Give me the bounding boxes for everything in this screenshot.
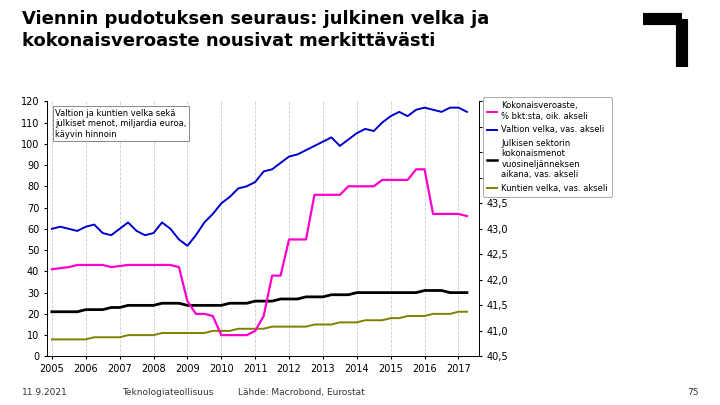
Text: Viennin pudotuksen seuraus: julkinen velka ja
kokonaisveroaste nousivat merkittä: Viennin pudotuksen seuraus: julkinen vel…: [22, 10, 489, 50]
Legend: Kokonaisveroaste,
% bkt:sta, oik. akseli, Valtion velka, vas. akseli, Julkisen s: Kokonaisveroaste, % bkt:sta, oik. akseli…: [483, 97, 612, 197]
Text: 75: 75: [687, 388, 698, 397]
Text: 11.9.2021: 11.9.2021: [22, 388, 68, 397]
Text: Valtion ja kuntien velka sekä
julkiset menot, miljardia euroa,
käyvin hinnoin: Valtion ja kuntien velka sekä julkiset m…: [55, 109, 186, 139]
Text: Teknologiateollisuus: Teknologiateollisuus: [122, 388, 214, 397]
Text: Lähde: Macrobond, Eurostat: Lähde: Macrobond, Eurostat: [238, 388, 364, 397]
